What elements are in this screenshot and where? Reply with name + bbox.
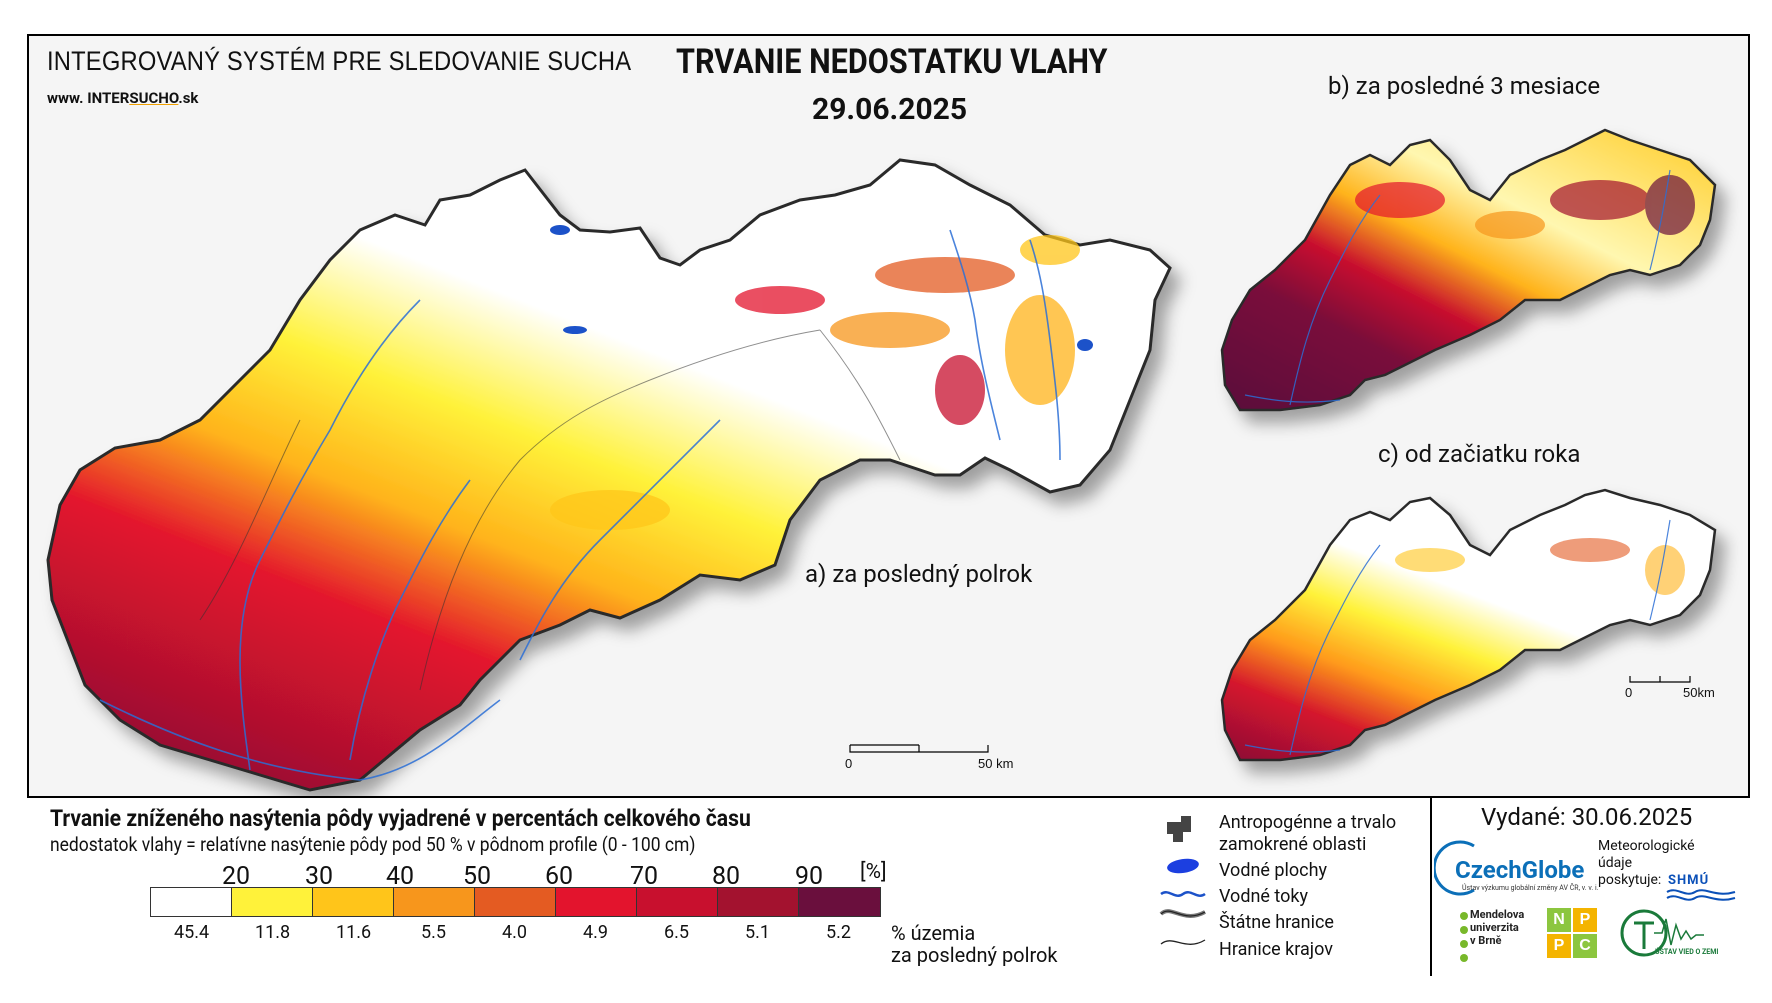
river-icon (1160, 891, 1206, 897)
class-percent: 45.4 (174, 922, 210, 943)
czechglobe-logo-icon (1434, 840, 1475, 896)
legend-region-border-label: Hranice krajov (1219, 939, 1333, 960)
class-percent: 5.5 (421, 922, 446, 943)
threshold-unit: [%] (860, 860, 887, 884)
threshold-label: 20 (222, 862, 251, 891)
anthropogenic-area-icon (1167, 816, 1191, 842)
color-class-swatch (556, 888, 637, 916)
map-b-rivers (1244, 169, 1671, 406)
czechglobe-logo: CzechGlobe (1455, 856, 1585, 884)
earth-science-institute-logo-icon (1620, 909, 1704, 957)
threshold-label: 90 (795, 862, 824, 891)
legend-river-label: Vodné toky (1219, 886, 1309, 907)
water-body-icon (1167, 858, 1199, 874)
scale-c-zero: 0 (1625, 685, 1633, 700)
scale-bar-c (1629, 676, 1691, 683)
scale-a-zero: 0 (845, 756, 853, 771)
mendel-university-logo: Mendelova univerzita v Brně (1470, 908, 1525, 947)
class-percent: 5.2 (826, 922, 851, 943)
shmu-logo-icon (1666, 889, 1736, 901)
map-a-half-year (46, 158, 1172, 792)
legend-anthropogenic-label-2: zamokrené oblasti (1219, 834, 1367, 855)
color-class-swatch (313, 888, 394, 916)
color-class-swatch (718, 888, 799, 916)
map-b-dry-patches (1355, 175, 1695, 239)
npc-logo: N P P C (1547, 908, 1597, 958)
threshold-label: 40 (386, 862, 415, 891)
map-date: 29.06.2025 (812, 92, 968, 127)
scale-c-end: 50km (1683, 685, 1715, 700)
class-percent: 11.8 (255, 922, 291, 943)
main-title: TRVANIE NEDOSTATKU VLAHY (676, 42, 1108, 82)
website-link[interactable]: www. INTERSUCHO.sk (47, 89, 199, 107)
scale-a-end: 50 km (978, 756, 1014, 771)
map-a-rivers (99, 229, 1061, 781)
class-percent: 11.6 (336, 922, 372, 943)
map-legend-icons (1159, 816, 1206, 945)
region-border-icon (1160, 939, 1206, 945)
color-class-swatch (637, 888, 718, 916)
color-class-swatch (151, 888, 232, 916)
czechglobe-subtitle: Ústav výzkumu globální změny AV ČR, v. v… (1462, 884, 1599, 892)
color-class-swatch (799, 888, 880, 916)
map-a-label: a) za posledný polrok (805, 560, 1033, 588)
threshold-label: 60 (545, 862, 574, 891)
legend-subtitle: nedostatok vlahy = relatívne nasýtenie p… (50, 833, 696, 856)
color-class-swatch (232, 888, 313, 916)
map-a-dry-patches (550, 235, 1080, 530)
system-title: INTEGROVANÝ SYSTÉM PRE SLEDOVANIE SUCHA (47, 46, 632, 76)
map-c-label: c) od začiatku roka (1378, 440, 1581, 468)
meteo-credit: Meteorologické údaje poskytuje: (1598, 838, 1695, 888)
legend-anthropogenic-label: Antropogénne a trvalo (1219, 812, 1397, 833)
map-a-region-borders (199, 329, 901, 691)
class-percent: 4.9 (583, 922, 608, 943)
threshold-label: 70 (630, 862, 659, 891)
class-percent: 4.0 (502, 922, 527, 943)
threshold-label: 30 (305, 862, 334, 891)
legend-water-body-label: Vodné plochy (1219, 860, 1328, 881)
legend-state-border-label: Štátne hranice (1219, 912, 1334, 933)
issued-date: Vydané: 30.06.2025 (1481, 803, 1693, 831)
state-border-icon (1159, 909, 1206, 918)
map-c-dry-patches (1395, 538, 1685, 595)
mendel-dots-icon (1460, 912, 1468, 962)
class-percent: 5.1 (745, 922, 770, 943)
map-b-three-months (1220, 128, 1717, 412)
color-class-swatch (475, 888, 556, 916)
shmu-logo: SHMÚ (1668, 873, 1710, 888)
percent-note: % územia za posledný polrok (891, 921, 1058, 967)
color-scale (150, 887, 881, 917)
map-a-water-bodies (550, 225, 1093, 351)
map-c-year-to-date (1220, 488, 1717, 762)
threshold-label: 50 (463, 862, 492, 891)
threshold-label: 80 (712, 862, 741, 891)
map-c-rivers (1244, 519, 1671, 756)
class-percent: 6.5 (664, 922, 689, 943)
legend-title: Trvanie zníženého nasýtenia pôdy vyjadre… (50, 805, 751, 832)
earth-science-institute-label: ÚSTAV VIED O ZEMI (1655, 948, 1719, 956)
map-b-label: b) za posledné 3 mesiace (1328, 72, 1601, 100)
legend-divider (1430, 796, 1432, 976)
color-class-swatch (394, 888, 475, 916)
scale-bar-a (849, 744, 989, 753)
